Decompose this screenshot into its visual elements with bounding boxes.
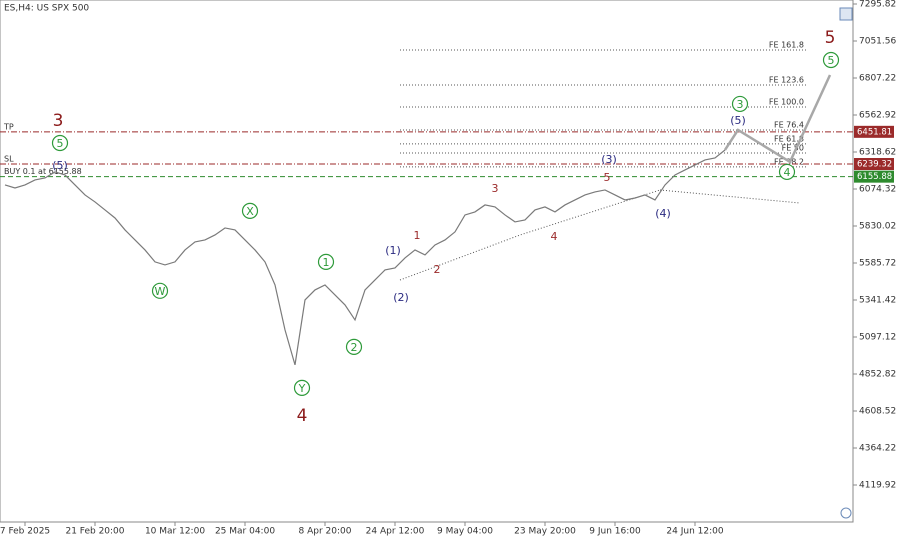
x-tick-label: 9 May 04:00 bbox=[437, 527, 493, 537]
wave-label: 1 bbox=[323, 256, 330, 269]
chart-title: ES,H4: US SPX 500 bbox=[4, 4, 89, 14]
x-tick-label: 25 Mar 04:00 bbox=[215, 527, 275, 537]
x-tick-label: 23 May 20:00 bbox=[514, 527, 576, 537]
wave-circle bbox=[51, 134, 69, 152]
wave-label: 3 bbox=[53, 111, 64, 131]
y-tick-label: 5341.42 bbox=[859, 295, 896, 305]
wave-circle bbox=[731, 95, 749, 113]
y-tick-label: 4119.92 bbox=[859, 480, 896, 490]
wave-circle bbox=[778, 163, 796, 181]
price-line bbox=[4, 149, 726, 366]
price-tag-label: 6239.32 bbox=[857, 160, 892, 170]
wave-label: 5 bbox=[604, 171, 611, 184]
trend-line bbox=[659, 189, 801, 204]
wave-label: W bbox=[155, 285, 166, 298]
trend-line bbox=[399, 189, 661, 281]
x-tick-label: 9 Jun 16:00 bbox=[589, 527, 641, 537]
y-tick-label: 4852.82 bbox=[859, 369, 896, 379]
y-tick-label: 6318.62 bbox=[859, 147, 896, 157]
x-tick-label: 24 Jun 12:00 bbox=[666, 527, 723, 537]
wave-label: (4) bbox=[655, 207, 671, 220]
y-tick-label: 6807.22 bbox=[859, 73, 896, 83]
wave-label: 5 bbox=[825, 28, 836, 48]
x-tick-label: 8 Apr 20:00 bbox=[299, 527, 352, 537]
y-tick-label: 6074.32 bbox=[859, 184, 896, 194]
wave-label: X bbox=[246, 205, 254, 218]
wave-label: 4 bbox=[551, 230, 558, 243]
wave-circle bbox=[822, 51, 840, 69]
wave-label: (5) bbox=[730, 114, 746, 127]
wave-label: (1) bbox=[385, 244, 401, 257]
wave-label: 2 bbox=[434, 263, 441, 276]
wave-label: 4 bbox=[784, 166, 791, 179]
toolbar-icons[interactable] bbox=[839, 7, 853, 519]
price-tag bbox=[854, 158, 894, 171]
fib-label: FE 76.4 bbox=[774, 120, 804, 129]
wave-label: Y bbox=[298, 382, 306, 395]
fib-label: FE 123.6 bbox=[769, 75, 804, 84]
icon[interactable] bbox=[839, 7, 853, 21]
fib-label: FE 50 bbox=[782, 144, 804, 153]
plot-frame bbox=[0, 0, 854, 523]
wave-label: 1 bbox=[414, 229, 421, 242]
y-tick-label: 7051.56 bbox=[859, 36, 896, 46]
fib-label: FE 161.8 bbox=[769, 41, 804, 50]
wave-label: 4 bbox=[297, 406, 308, 426]
fib-label: FE 61.8 bbox=[774, 134, 804, 143]
wave-label: 3 bbox=[492, 182, 499, 195]
projection-line bbox=[723, 74, 832, 164]
wave-label: 3 bbox=[737, 98, 744, 111]
y-tick-label: 4608.52 bbox=[859, 406, 896, 416]
icon[interactable] bbox=[840, 507, 852, 519]
wave-circle bbox=[241, 202, 259, 219]
level-label: BUY 0.1 at 6155.88 bbox=[4, 167, 82, 176]
x-tick-label: 24 Apr 12:00 bbox=[366, 527, 425, 537]
wave-label: 5 bbox=[57, 137, 64, 150]
wave-label: (5) bbox=[52, 159, 68, 172]
y-tick-label: 6562.92 bbox=[859, 110, 896, 120]
x-tick-label: 10 Mar 12:00 bbox=[145, 527, 205, 537]
fib-label: FE 100.0 bbox=[769, 97, 804, 106]
level-label: TP bbox=[3, 122, 14, 131]
price-tag-label: 6155.88 bbox=[857, 172, 892, 182]
price-tag bbox=[854, 170, 894, 183]
wave-circle bbox=[151, 282, 169, 299]
wave-label: 5 bbox=[828, 54, 835, 67]
y-tick-label: 5585.72 bbox=[859, 258, 896, 268]
x-tick-label: 21 Feb 20:00 bbox=[65, 527, 124, 537]
wave-label: (3) bbox=[601, 153, 617, 166]
wave-circle bbox=[345, 338, 363, 355]
level-label: SL bbox=[4, 155, 14, 164]
price-tag bbox=[854, 125, 894, 138]
wave-label: 2 bbox=[351, 341, 358, 354]
y-tick-label: 7295.82 bbox=[859, 0, 896, 9]
y-tick-label: 5097.12 bbox=[859, 332, 896, 342]
y-tick-label: 5830.02 bbox=[859, 221, 896, 231]
wave-label: (2) bbox=[393, 291, 409, 304]
wave-circle bbox=[317, 253, 335, 270]
price-tag-label: 6451.81 bbox=[857, 127, 892, 137]
x-tick-label: 7 Feb 2025 bbox=[0, 527, 50, 537]
wave-circle bbox=[293, 379, 311, 397]
y-tick-label: 4364.22 bbox=[859, 443, 896, 453]
